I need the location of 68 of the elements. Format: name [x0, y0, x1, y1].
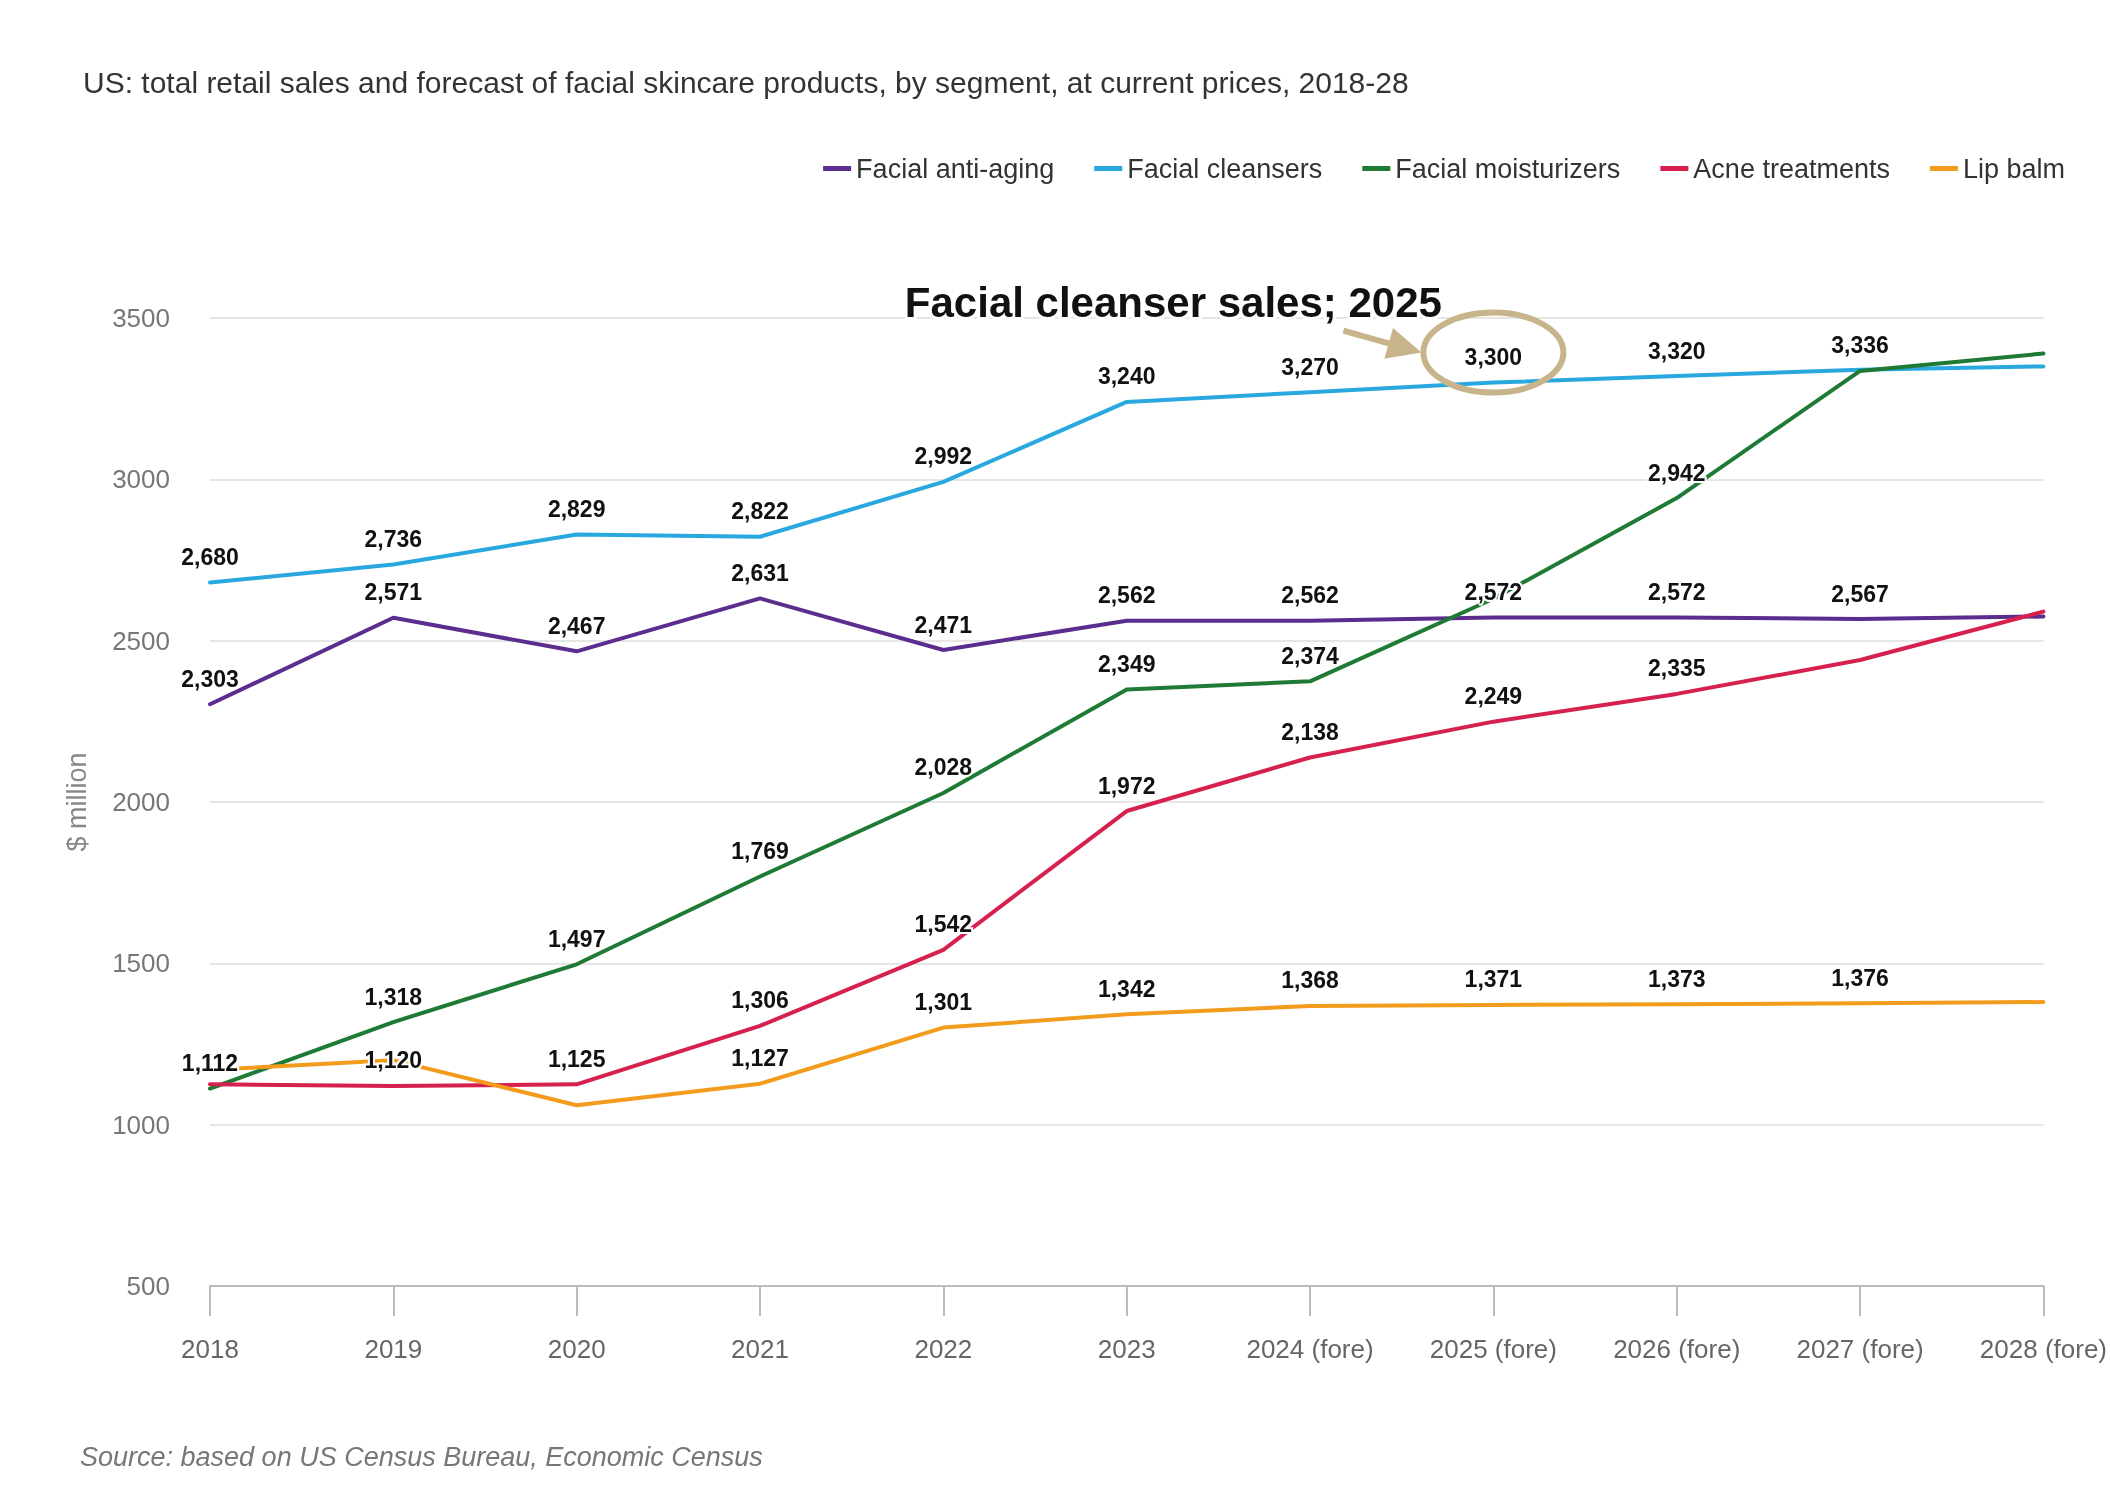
- data-label: 2,562: [1281, 582, 1339, 609]
- data-label: 2,335: [1647, 655, 1706, 682]
- data-label: 2,572: [1647, 578, 1706, 605]
- x-tick-label: 2024 (fore): [1246, 1334, 1374, 1364]
- source-note: Source: based on US Census Bureau, Economic Census: [80, 1441, 763, 1472]
- x-tick-label: 2027 (fore): [1796, 1334, 1924, 1364]
- legend-label: Acne treatments: [1693, 153, 1890, 184]
- legend-label: Facial cleansers: [1127, 153, 1323, 184]
- y-axis-title: $ million: [61, 752, 92, 852]
- data-label: 1,318: [364, 983, 423, 1010]
- data-label: 2,680: [181, 544, 239, 571]
- data-label: 1,127: [731, 1045, 789, 1072]
- y-tick-label: 2000: [112, 787, 170, 817]
- data-label: 2,631: [731, 559, 790, 586]
- data-label: 2,374: [1281, 642, 1340, 669]
- data-label: 2,467: [547, 612, 606, 639]
- data-label: 2,471: [914, 611, 973, 638]
- data-label: 1,497: [547, 925, 606, 952]
- data-label: 1,301: [914, 989, 973, 1016]
- data-label: 1,112: [181, 1050, 239, 1077]
- data-label: 1,371: [1464, 966, 1523, 993]
- x-tick-label: 2025 (fore): [1429, 1334, 1557, 1364]
- data-label: 2,822: [731, 498, 789, 525]
- data-label: 2,249: [1464, 683, 1523, 710]
- x-tick-label: 2022: [914, 1334, 973, 1364]
- data-label: 1,125: [547, 1045, 606, 1072]
- data-label: 2,303: [181, 665, 239, 692]
- data-label: 1,368: [1281, 967, 1340, 994]
- y-tick-label: 3500: [112, 303, 170, 333]
- x-tick-label: 2021: [731, 1334, 789, 1364]
- data-label: 3,320: [1647, 337, 1706, 364]
- x-tick-label: 2023: [1097, 1334, 1156, 1364]
- data-label: 1,542: [914, 911, 973, 938]
- chart-title: US: total retail sales and forecast of facial skincare products, by segment, at current prices, 2018-28: [83, 65, 1409, 99]
- legend-label: Lip balm: [1962, 153, 2066, 184]
- data-label: 2,992: [914, 443, 973, 470]
- data-label: 3,336: [1831, 332, 1889, 359]
- data-label: 2,349: [1097, 650, 1156, 677]
- data-label: 1,972: [1097, 772, 1156, 799]
- data-label: 3,240: [1097, 363, 1156, 390]
- y-tick-label: 3000: [112, 464, 170, 495]
- data-label: 2,567: [1831, 580, 1889, 607]
- data-label: 2,736: [364, 526, 423, 553]
- y-tick-label: 500: [126, 1271, 170, 1301]
- legend-label: Facial moisturizers: [1395, 153, 1621, 184]
- data-label: 1,306: [731, 987, 789, 1014]
- data-label: 2,562: [1097, 582, 1156, 609]
- annotation: Facial cleanser sales; 2025: [904, 278, 1442, 326]
- data-label: 2,028: [914, 754, 973, 781]
- data-label: 2,829: [547, 496, 606, 523]
- x-tick-label: 2026 (fore): [1613, 1334, 1741, 1364]
- x-tick-label: 2018: [181, 1334, 239, 1364]
- x-tick-label: 2020: [547, 1334, 606, 1364]
- data-label: 2,571: [364, 579, 423, 606]
- x-tick-label: 2028 (fore): [1979, 1334, 2107, 1364]
- data-label: 2,942: [1647, 459, 1706, 486]
- data-label: 3,270: [1281, 353, 1339, 380]
- data-label: 1,376: [1831, 964, 1889, 991]
- legend-label: Facial anti-aging: [856, 153, 1055, 184]
- y-tick-label: 1000: [112, 1109, 170, 1140]
- y-tick-label: 2500: [112, 625, 170, 656]
- y-tick-label: 1500: [112, 948, 170, 979]
- data-label: 3,300: [1464, 344, 1523, 371]
- data-label: 2,138: [1281, 718, 1340, 745]
- x-tick-label: 2019: [364, 1334, 423, 1364]
- data-label: 1,342: [1097, 975, 1156, 1002]
- data-label: 1,373: [1647, 965, 1706, 992]
- data-label: 1,769: [731, 838, 789, 865]
